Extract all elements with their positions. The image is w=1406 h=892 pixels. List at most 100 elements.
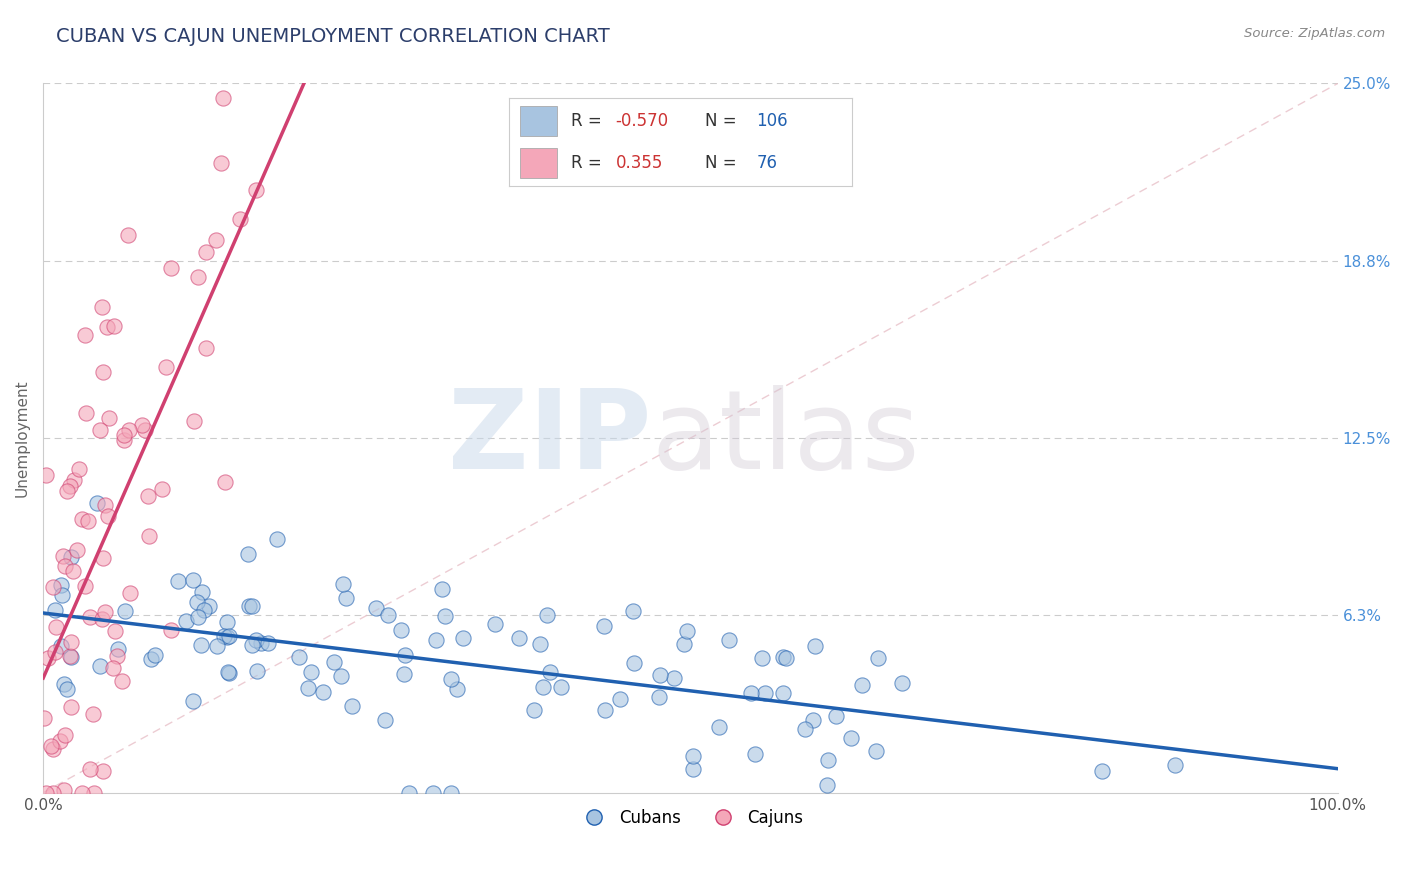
Point	[91, 365, 114, 379]
Point	[240, 638, 263, 652]
Point	[75, 406, 97, 420]
Point	[139, 652, 162, 666]
Point	[538, 665, 561, 680]
Point	[815, 778, 838, 792]
Point	[374, 0, 396, 5]
Point	[297, 681, 319, 696]
Point	[59, 648, 82, 663]
Point	[394, 648, 416, 663]
Point	[52, 677, 75, 691]
Point	[775, 650, 797, 665]
Point	[217, 665, 239, 679]
Point	[101, 661, 124, 675]
Point	[238, 599, 260, 614]
Point	[621, 604, 644, 618]
Point	[817, 753, 839, 767]
Point	[422, 786, 444, 800]
Point	[252, 0, 274, 5]
Point	[181, 694, 204, 708]
Point	[707, 720, 730, 734]
Point	[650, 667, 672, 681]
Point	[212, 629, 235, 643]
Point	[103, 319, 125, 334]
Point	[49, 640, 72, 654]
Point	[430, 582, 453, 597]
Point	[250, 636, 273, 650]
Point	[215, 615, 238, 630]
Point	[186, 595, 208, 609]
Point	[425, 633, 447, 648]
Point	[194, 342, 217, 356]
Point	[190, 638, 212, 652]
Point	[187, 270, 209, 285]
Text: Source: ZipAtlas.com: Source: ZipAtlas.com	[1244, 27, 1385, 40]
Point	[772, 650, 794, 665]
Point	[682, 762, 704, 776]
Point	[56, 484, 79, 499]
Point	[204, 233, 226, 247]
Point	[374, 713, 396, 727]
Point	[89, 658, 111, 673]
Point	[1164, 758, 1187, 772]
Point	[44, 645, 66, 659]
Point	[143, 648, 166, 662]
Point	[754, 686, 776, 700]
Point	[891, 675, 914, 690]
Point	[174, 614, 197, 628]
Point	[218, 666, 240, 681]
Point	[440, 673, 463, 687]
Point	[155, 359, 177, 374]
Point	[340, 698, 363, 713]
Point	[682, 748, 704, 763]
Point	[623, 657, 645, 671]
Point	[772, 685, 794, 699]
Point	[794, 722, 817, 736]
Point	[134, 424, 156, 438]
Point	[181, 573, 204, 587]
Point	[299, 665, 322, 679]
Point	[751, 650, 773, 665]
Point	[79, 763, 101, 777]
Point	[609, 692, 631, 706]
Point	[83, 786, 105, 800]
Point	[159, 624, 181, 638]
Point	[212, 91, 235, 105]
Point	[35, 786, 58, 800]
Point	[89, 423, 111, 437]
Point	[70, 786, 93, 800]
Point	[330, 668, 353, 682]
Point	[266, 533, 288, 547]
Point	[138, 529, 160, 543]
Point	[841, 731, 863, 746]
Point	[91, 551, 114, 566]
Point	[70, 512, 93, 526]
Point	[150, 483, 173, 497]
Point	[593, 619, 616, 633]
Point	[97, 509, 120, 524]
Point	[35, 467, 58, 482]
Point	[117, 227, 139, 242]
Point	[433, 609, 456, 624]
Point	[53, 559, 76, 574]
Point	[42, 786, 65, 800]
Point	[288, 650, 311, 665]
Point	[45, 620, 67, 634]
Point	[851, 677, 873, 691]
Point	[332, 577, 354, 591]
Point	[86, 496, 108, 510]
Point	[392, 666, 415, 681]
Y-axis label: Unemployment: Unemployment	[15, 379, 30, 497]
Text: CUBAN VS CAJUN UNEMPLOYMENT CORRELATION CHART: CUBAN VS CAJUN UNEMPLOYMENT CORRELATION …	[56, 27, 610, 45]
Point	[648, 690, 671, 705]
Point	[107, 642, 129, 657]
Point	[166, 574, 188, 588]
Point	[256, 635, 278, 649]
Point	[217, 630, 239, 644]
Point	[51, 578, 73, 592]
Point	[523, 703, 546, 717]
Point	[118, 423, 141, 437]
Point	[94, 605, 117, 619]
Point	[312, 685, 335, 699]
Point	[59, 549, 82, 564]
Point	[824, 709, 846, 723]
